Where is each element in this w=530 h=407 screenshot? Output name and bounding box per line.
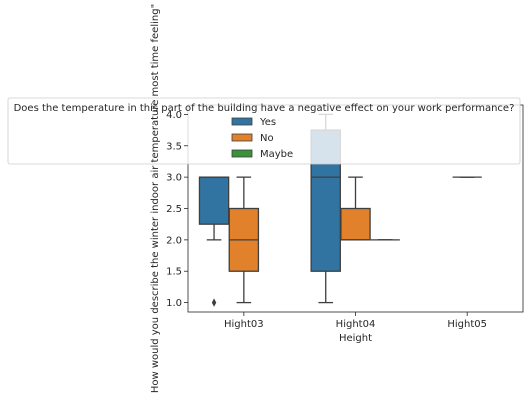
legend-swatch-maybe [231,149,253,158]
y-tick-label: 2.5 [166,204,182,215]
box-yes-hight03 [198,176,230,307]
legend-label-maybe: Maybe [260,149,293,160]
x-axis-label: Height [339,333,372,344]
legend: Does the temperature in this part of the… [7,97,521,165]
legend-box [7,97,521,165]
y-tick-label: 3.5 [166,141,182,152]
y-tick-label: 2.0 [166,235,182,246]
legend-label-no: No [260,133,274,144]
y-tick-label: 1.0 [166,298,182,309]
y-tick-label: 1.5 [166,267,182,278]
y-axis-label: How would you describe the winter indoor… [150,4,161,393]
flier-point [211,298,217,307]
x-tick-label: Hight05 [447,319,487,330]
legend-swatch-no [231,133,253,142]
legend-title: Does the temperature in this part of the… [14,103,515,114]
box-no-hight04 [340,176,371,241]
y-tick-label: 4.0 [166,110,182,121]
legend-swatch-yes [231,117,253,126]
box-iqr [340,207,371,241]
y-tick-label: 3.0 [166,173,182,184]
x-tick-label: Hight03 [224,319,264,330]
x-tick-label: Hight04 [336,319,376,330]
box-no-hight03 [228,176,260,304]
box-iqr [198,176,230,225]
legend-label-yes: Yes [259,117,276,128]
